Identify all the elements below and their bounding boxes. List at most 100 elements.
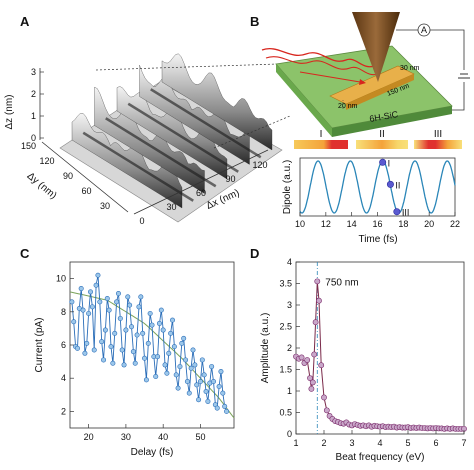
current-data-point bbox=[88, 289, 94, 295]
amplitude-data-point bbox=[312, 319, 319, 326]
dipole-marker-label: III bbox=[402, 208, 410, 218]
current-data-point bbox=[143, 377, 149, 383]
current-data-point bbox=[129, 324, 135, 330]
topography-trough bbox=[150, 88, 262, 159]
current-data-point bbox=[175, 385, 181, 391]
leader-line-top bbox=[95, 63, 279, 71]
dipole-plot-frame bbox=[299, 157, 456, 217]
current-data-point bbox=[149, 322, 155, 328]
plot-c-x-ticks: 20 30 40 50 bbox=[84, 424, 205, 442]
laser-arrow bbox=[299, 71, 361, 83]
dipole-marker-III bbox=[393, 208, 401, 216]
x-tick-label: 30 bbox=[166, 202, 176, 212]
current-data-point bbox=[136, 304, 142, 310]
current-data-point bbox=[80, 307, 86, 313]
d-x-tick-label: 6 bbox=[433, 438, 438, 448]
current-data-point bbox=[78, 286, 84, 292]
dipole-x-label: Time (fs) bbox=[358, 234, 397, 245]
d-y-tick-label: 3.5 bbox=[279, 279, 292, 289]
panel-b: B 6H-SiC A 30 nm 150 nm 20 nm I II III bbox=[250, 12, 470, 245]
panel-d: D 750 nm 1 2 3 4 5 6 7 0 0.5 1 1.5 2 2.5 3 3.5 4 Beat … bbox=[250, 246, 467, 463]
peak-annotation: 750 nm bbox=[325, 277, 358, 288]
amplitude-data-point bbox=[318, 362, 325, 369]
dipole-x-tick-label: 22 bbox=[450, 219, 460, 229]
current-data-point bbox=[211, 379, 217, 385]
current-data-point bbox=[199, 357, 205, 363]
current-data-point bbox=[170, 317, 176, 323]
plot-d-x-ticks: 1 2 3 4 5 6 7 bbox=[293, 430, 467, 448]
d-x-tick-label: 5 bbox=[405, 438, 410, 448]
amplitude-data-point bbox=[321, 394, 327, 401]
current-data-point bbox=[222, 403, 228, 409]
current-data-point bbox=[93, 282, 99, 288]
current-data-point bbox=[173, 372, 179, 378]
current-data-point bbox=[166, 350, 172, 356]
bar-label-iii: III bbox=[434, 129, 442, 140]
dipole-x-tick-label: 12 bbox=[321, 219, 331, 229]
current-data-point bbox=[115, 291, 121, 297]
plot-d-frame bbox=[295, 261, 465, 435]
color-bar-ii bbox=[356, 140, 408, 149]
z-axis-label: Δz (nm) bbox=[4, 94, 15, 129]
z-tick-label: 1 bbox=[31, 111, 36, 121]
current-data-point bbox=[125, 294, 131, 300]
panel-c-letter: C bbox=[20, 246, 30, 261]
topography-surface bbox=[71, 53, 273, 209]
current-data-point bbox=[214, 405, 220, 411]
d-y-tick-label: 2 bbox=[287, 343, 292, 353]
x-tick-label: 90 bbox=[225, 174, 235, 184]
dipole-marker-label: II bbox=[395, 180, 400, 190]
current-data-point bbox=[108, 344, 114, 350]
y-tick-label: 150 bbox=[21, 141, 36, 151]
d-y-tick-label: 1.5 bbox=[279, 365, 292, 375]
d-y-tick-label: 3 bbox=[287, 300, 292, 310]
x-axis-ticks: 0 30 60 90 120 bbox=[139, 160, 267, 226]
amplitude-data-point bbox=[309, 379, 316, 386]
current-data-point bbox=[184, 379, 190, 385]
current-data-point bbox=[192, 362, 198, 368]
amplitude-data-point bbox=[311, 351, 318, 358]
amplitude-data-point bbox=[314, 278, 321, 285]
c-x-tick-label: 30 bbox=[121, 432, 131, 442]
current-data-point bbox=[140, 330, 146, 336]
current-data-point bbox=[203, 388, 209, 394]
plot-d-y-ticks: 0 0.5 1 1.5 2 2.5 3 3.5 4 bbox=[279, 257, 300, 439]
current-data-point bbox=[74, 345, 80, 351]
current-data-point bbox=[138, 294, 144, 300]
dipole-x-ticks: 10 12 14 16 18 20 22 bbox=[295, 212, 460, 229]
current-data-point bbox=[142, 355, 148, 361]
plot-d-x-label: Beat frequency (eV) bbox=[336, 452, 425, 463]
substrate-front-face bbox=[332, 106, 452, 137]
current-data-point bbox=[99, 339, 105, 345]
plot-d-y-label: Amplitude (a.u.) bbox=[260, 313, 271, 384]
plot-c-y-label: Current (pA) bbox=[34, 317, 45, 372]
current-data-point bbox=[171, 344, 177, 350]
current-data-point bbox=[134, 332, 140, 338]
dipole-x-tick-label: 20 bbox=[424, 219, 434, 229]
current-data-point bbox=[153, 374, 159, 380]
ammeter-label: A bbox=[421, 25, 427, 35]
bias-source-icon bbox=[458, 73, 470, 79]
d-y-tick-label: 0.5 bbox=[279, 408, 292, 418]
dipole-y-label: Dipole (a.u.) bbox=[282, 160, 293, 214]
current-data-point bbox=[190, 347, 196, 353]
current-data-point bbox=[89, 304, 95, 310]
topography-trough bbox=[105, 117, 217, 188]
current-data-point bbox=[110, 360, 116, 366]
envelope-fit-line bbox=[69, 291, 235, 419]
dim-30nm: 30 nm bbox=[400, 65, 420, 72]
current-data-point bbox=[102, 327, 108, 333]
d-y-tick-label: 4 bbox=[287, 257, 292, 267]
current-data-point bbox=[145, 340, 151, 346]
dipole-x-tick-label: 10 bbox=[295, 219, 305, 229]
c-y-tick-label: 6 bbox=[61, 340, 66, 350]
current-data-point bbox=[123, 327, 129, 333]
dipole-x-tick-label: 18 bbox=[398, 219, 408, 229]
d-x-tick-label: 4 bbox=[377, 438, 382, 448]
current-data-point bbox=[216, 383, 222, 389]
stm-tip bbox=[352, 12, 400, 82]
current-data-point bbox=[132, 360, 138, 366]
